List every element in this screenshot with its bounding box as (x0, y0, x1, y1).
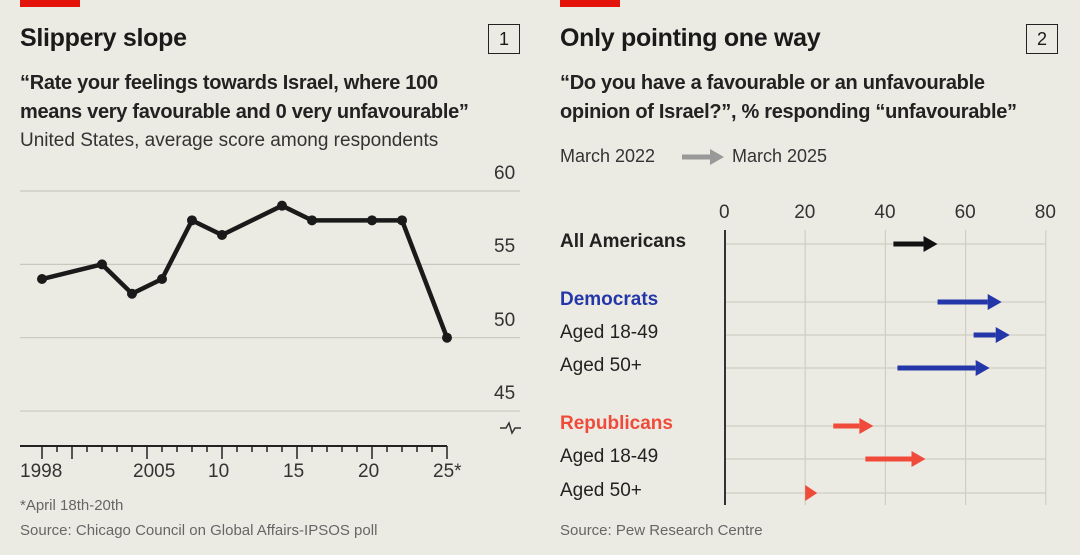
chart2-source: Source: Pew Research Centre (560, 522, 763, 539)
legend-from: March 2022 (560, 146, 656, 166)
arrow-head (911, 451, 926, 467)
x-tick-label: 2005 (133, 461, 176, 482)
data-point (127, 288, 137, 299)
y-tick-label: 50 (494, 309, 516, 331)
x-tick-label: 1998 (20, 461, 63, 482)
data-point (37, 274, 47, 285)
x-tick-label: 10 (208, 461, 230, 482)
chart2-number: 2 (1026, 24, 1058, 54)
arrow-head (987, 294, 1002, 310)
x-tick-label: 15 (283, 461, 305, 482)
arrow-head (995, 327, 1010, 343)
x-tick-label: 80 (1034, 202, 1056, 223)
brand-bar-left (20, 0, 80, 7)
chart1-number: 1 (488, 24, 520, 54)
arrow-head (923, 236, 938, 252)
chart2-subtitle: “Do you have a favourable or an unfavour… (560, 72, 1017, 123)
x-tick-label: 25* (433, 461, 462, 482)
x-tick-label: 0 (719, 202, 730, 223)
x-tick-label: 20 (794, 202, 816, 223)
chart2-title: Only pointing one way (560, 24, 821, 52)
data-point (157, 274, 167, 285)
data-point (397, 215, 407, 226)
axis-break-icon (500, 421, 521, 435)
row-label: Aged 18-49 (560, 322, 659, 343)
data-point (187, 215, 197, 226)
x-tick-label: 20 (358, 461, 380, 482)
arrow-head (805, 485, 818, 501)
data-point (307, 215, 317, 226)
series-line (41, 203, 450, 339)
data-point (442, 332, 452, 343)
row-label: Republicans (560, 413, 673, 434)
x-tick-label: 40 (874, 202, 896, 223)
row-label: Democrats (560, 289, 659, 310)
row-label: Aged 18-49 (560, 446, 659, 467)
data-point (217, 230, 227, 241)
x-tick-label: 60 (954, 202, 976, 223)
data-point (277, 200, 287, 211)
chart1-footnote: *April 18th-20th (20, 497, 124, 514)
y-tick-label: 55 (494, 236, 516, 258)
chart1-source: Source: Chicago Council on Global Affair… (20, 522, 378, 539)
chart1-title: Slippery slope (20, 24, 187, 52)
y-tick-label: 45 (494, 383, 516, 405)
row-label: Aged 50+ (560, 355, 642, 376)
row-label: Aged 50+ (560, 480, 642, 501)
data-point (97, 259, 107, 270)
arrow-head (859, 418, 874, 434)
chart1-subtitle: “Rate your feelings towards Israel, wher… (20, 72, 469, 123)
arrow-head (975, 360, 990, 376)
y-tick-label: 60 (494, 163, 516, 184)
legend-to: March 2025 (732, 146, 828, 166)
data-point (367, 215, 377, 226)
brand-bar-right (560, 0, 620, 7)
row-label: All Americans (560, 231, 687, 252)
chart1-subtitle2: United States, average score among respo… (20, 130, 439, 151)
legend-arrow-icon (682, 149, 724, 165)
